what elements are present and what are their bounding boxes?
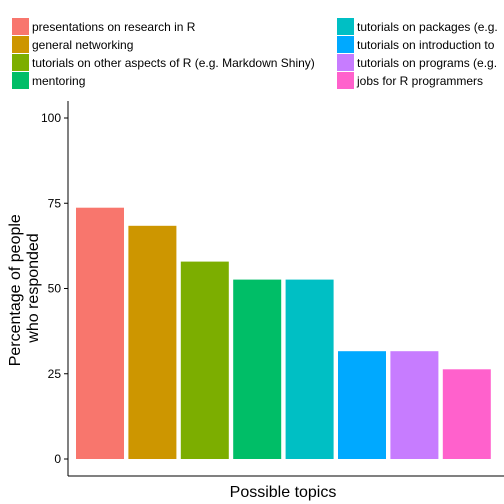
legend-label: tutorials on programs (e.g. (357, 56, 497, 70)
bar-7 (390, 351, 439, 459)
y-tick-label: 25 (48, 367, 62, 381)
legend: presentations on research in R general ne… (12, 18, 498, 89)
legend-key (12, 54, 29, 71)
legend-key (337, 36, 354, 53)
legend-item-1: presentations on research in R (12, 18, 196, 35)
x-axis-title: Possible topics (230, 484, 337, 501)
bars (76, 207, 491, 459)
bar-3 (180, 261, 229, 459)
y-axis-title: Percentage of people who responded (7, 210, 42, 367)
legend-key (12, 72, 29, 89)
legend-item-7: tutorials on programs (e.g. (337, 54, 497, 71)
legend-item-8: jobs for R programmers (337, 72, 483, 89)
bar-6 (338, 351, 386, 459)
y-tick-label: 0 (54, 452, 61, 466)
legend-label: tutorials on packages (e.g. (357, 20, 498, 34)
y-axis: 0 25 50 75 100 (41, 111, 68, 466)
bar-8 (442, 369, 491, 459)
bar-1 (76, 207, 124, 459)
legend-label: presentations on research in R (32, 20, 196, 34)
y-axis-title-line-1: Percentage of people (7, 214, 24, 366)
y-tick-label: 50 (48, 282, 62, 296)
legend-key (337, 72, 354, 89)
legend-label: tutorials on introduction to (357, 38, 495, 52)
y-tick-label: 75 (48, 196, 62, 210)
legend-label: mentoring (32, 74, 85, 88)
legend-item-3: tutorials on other aspects of R (e.g. Ma… (12, 54, 315, 71)
legend-key (12, 18, 29, 35)
y-tick-label: 100 (41, 111, 61, 125)
legend-key (12, 36, 29, 53)
legend-item-6: tutorials on introduction to (337, 36, 495, 53)
y-axis-title-line-2: who responded (25, 233, 42, 343)
legend-item-2: general networking (12, 36, 133, 53)
legend-item-5: tutorials on packages (e.g. (337, 18, 498, 35)
bar-5 (285, 279, 334, 459)
legend-key (337, 18, 354, 35)
bar-2 (128, 225, 177, 459)
legend-label: general networking (32, 38, 133, 52)
legend-label: tutorials on other aspects of R (e.g. Ma… (32, 56, 315, 70)
bar-4 (233, 279, 282, 459)
legend-label: jobs for R programmers (356, 74, 483, 88)
legend-key (337, 54, 354, 71)
legend-item-4: mentoring (12, 72, 85, 89)
